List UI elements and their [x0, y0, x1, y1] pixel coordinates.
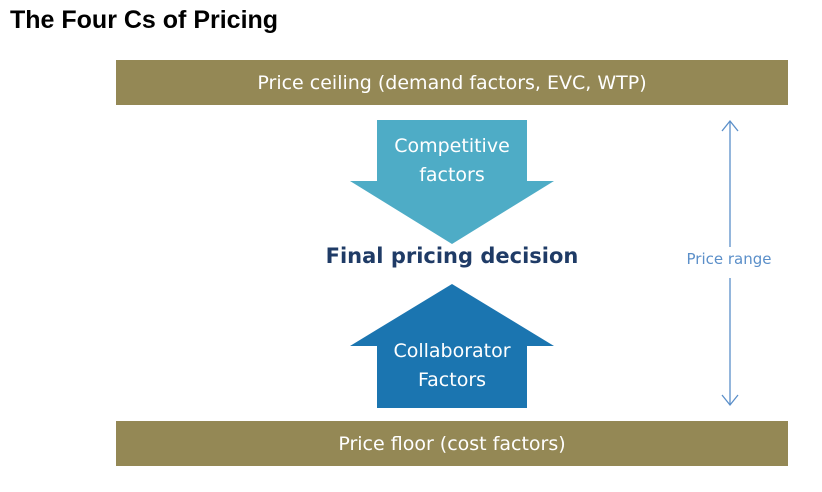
price-range-arrow	[721, 119, 739, 407]
price-range-head-up	[721, 119, 739, 132]
competitive-factors-arrow	[350, 120, 554, 244]
price-range-label: Price range	[686, 250, 772, 268]
final-pricing-decision: Final pricing decision	[325, 244, 579, 268]
price-ceiling-band: Price ceiling (demand factors, EVC, WTP)	[116, 60, 788, 105]
collaborator-factors-arrow	[350, 284, 554, 408]
price-floor-band: Price floor (cost factors)	[116, 421, 788, 466]
price-floor-label: Price floor (cost factors)	[338, 432, 566, 455]
price-range-head-down	[721, 394, 739, 407]
price-ceiling-label: Price ceiling (demand factors, EVC, WTP)	[257, 71, 647, 94]
collaborator-factors-label: Collaborator Factors	[377, 337, 527, 395]
page-title: The Four Cs of Pricing	[10, 6, 279, 34]
collaborator-line-2: Factors	[417, 369, 487, 391]
competitive-arrow-shape	[350, 120, 554, 244]
competitive-factors-label: Competitive factors	[377, 132, 527, 190]
collaborator-arrow-shape	[350, 284, 554, 408]
competitive-line-2: factors	[419, 164, 485, 186]
competitive-line-1: Competitive	[394, 135, 510, 157]
collaborator-line-1: Collaborator	[393, 340, 511, 362]
